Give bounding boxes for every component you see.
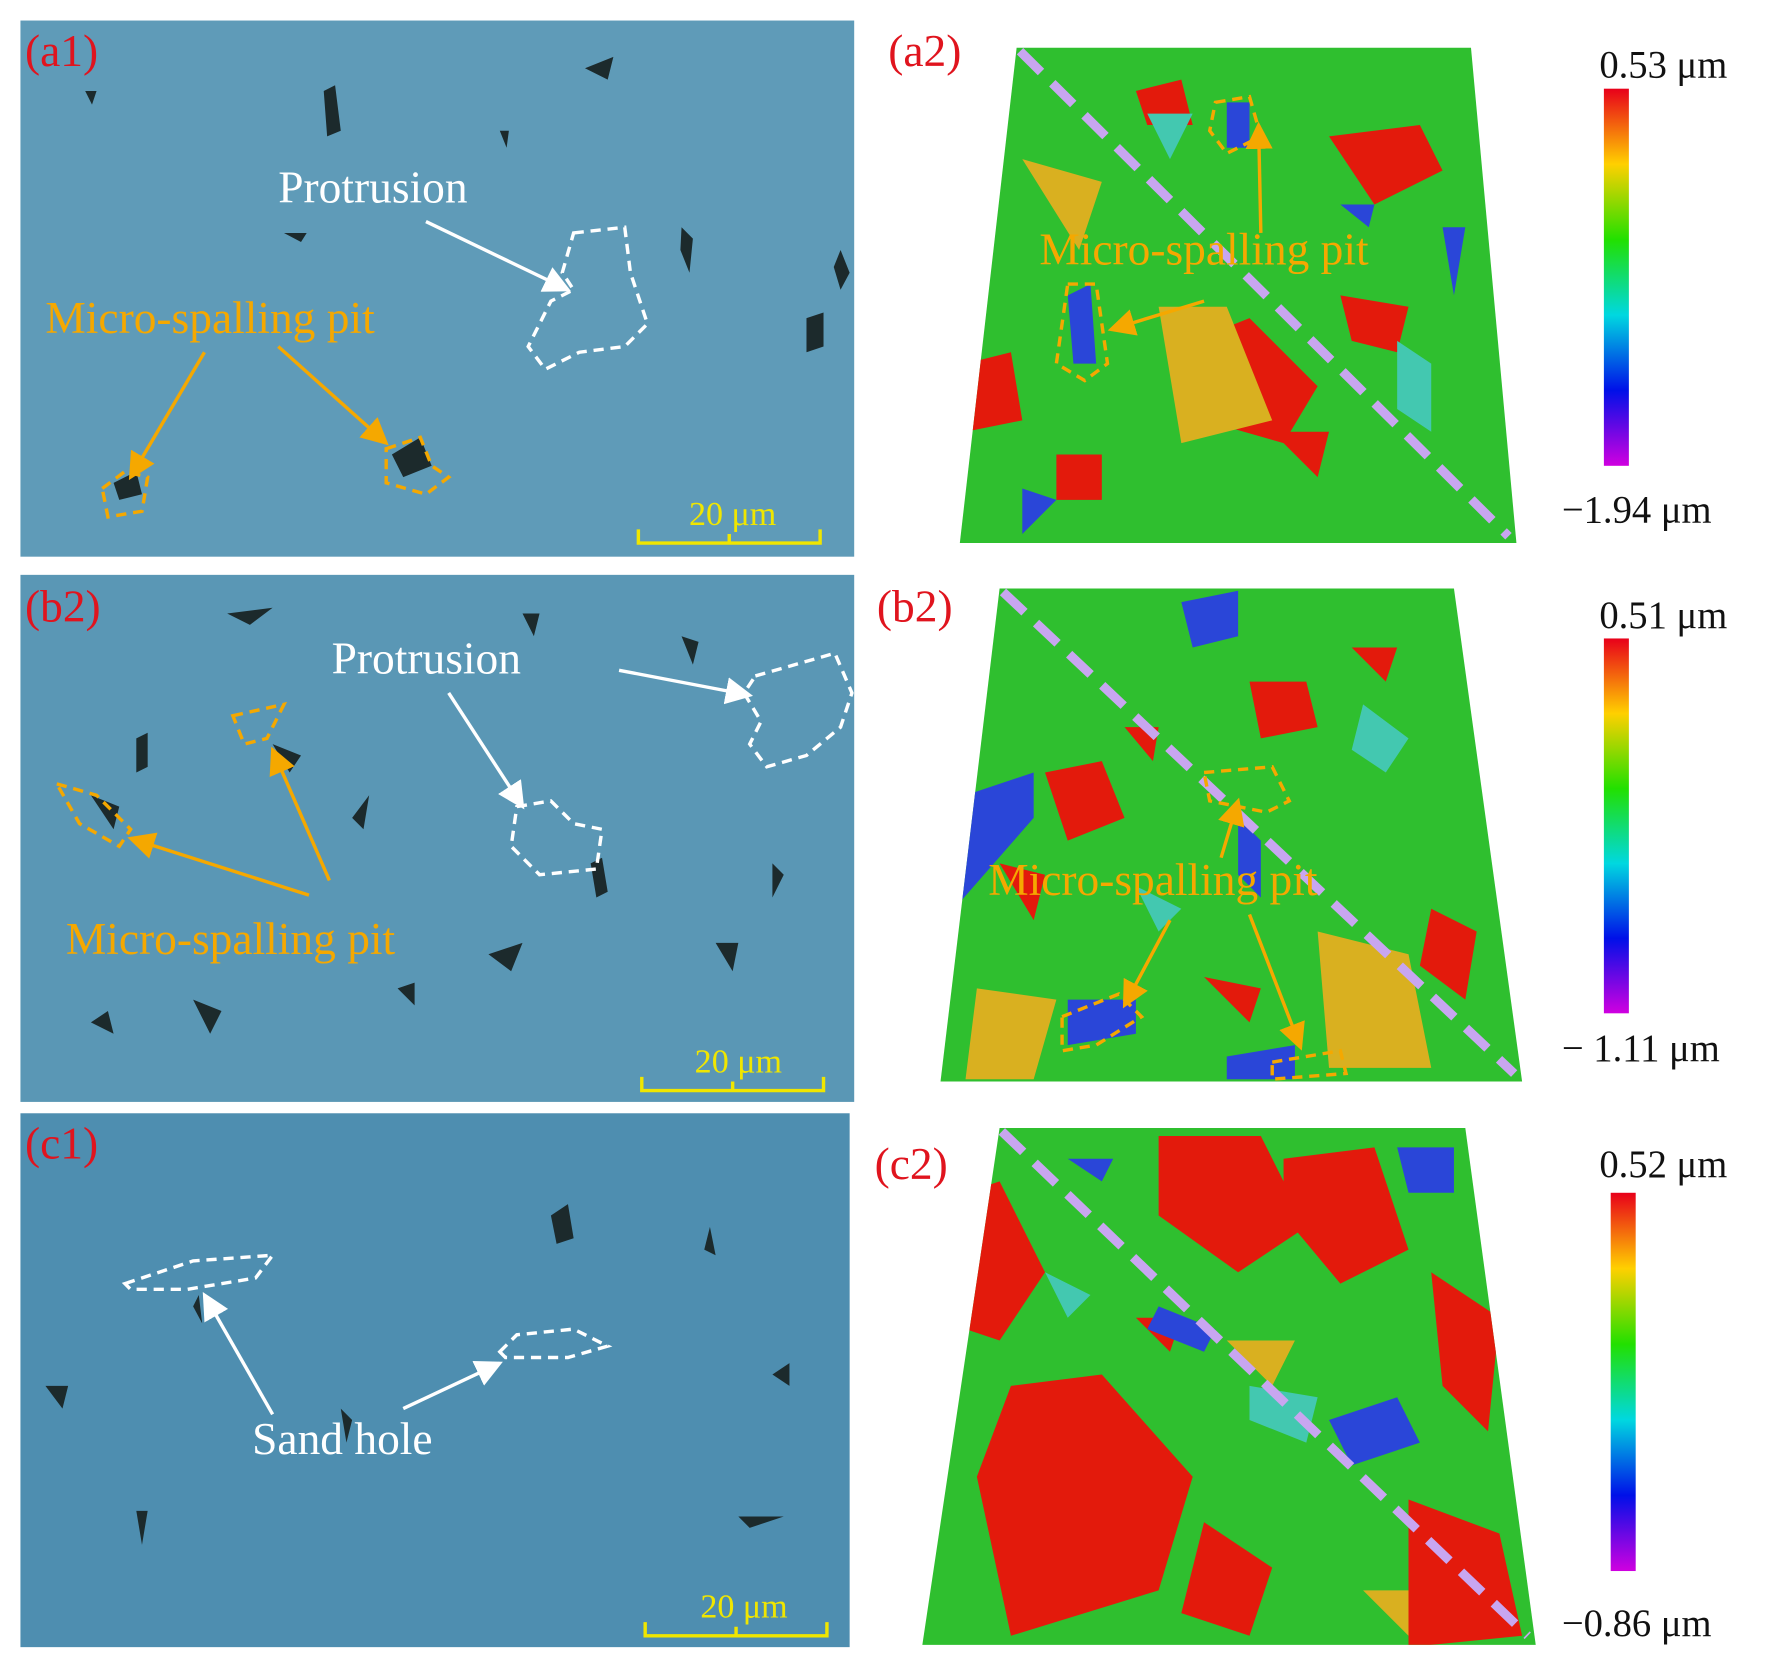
profile-line bbox=[999, 588, 1518, 1077]
arrow bbox=[202, 1292, 275, 1416]
arrow bbox=[1245, 121, 1273, 233]
low-region bbox=[1147, 113, 1432, 432]
low-region bbox=[1045, 1272, 1318, 1443]
panel-label: (a2) bbox=[888, 26, 961, 76]
colorbar-max: 0.51 μm bbox=[1599, 595, 1727, 637]
annotation: Micro-spalling pit bbox=[66, 914, 396, 964]
arrow bbox=[269, 746, 331, 882]
arrow bbox=[1247, 913, 1305, 1051]
micrograph bbox=[20, 1113, 850, 1648]
low-region bbox=[1135, 704, 1409, 932]
arrow bbox=[618, 668, 754, 705]
outline bbox=[53, 701, 288, 849]
scale-bar-label: 20 μm bbox=[689, 496, 776, 533]
arrow bbox=[425, 220, 572, 292]
colorbar bbox=[1603, 88, 1629, 466]
mid-region bbox=[1022, 159, 1273, 444]
low-region bbox=[1022, 102, 1466, 534]
colorbar-max: 0.52 μm bbox=[1599, 1144, 1727, 1186]
panel-label: (b2) bbox=[877, 581, 953, 631]
outline bbox=[1060, 765, 1349, 1082]
outline bbox=[526, 225, 650, 372]
panel-label: (b2) bbox=[25, 581, 101, 631]
high-region bbox=[931, 1135, 1523, 1645]
colorbar-min: −1.94 μm bbox=[1562, 490, 1712, 532]
colorbar-min: − 1.11 μm bbox=[1562, 1028, 1720, 1070]
arrow bbox=[1218, 797, 1245, 859]
arrow bbox=[277, 345, 389, 446]
colorbar bbox=[1603, 638, 1629, 1014]
arrow bbox=[1122, 919, 1172, 1009]
annotation: Protrusion bbox=[332, 634, 522, 684]
panel-label: (c2) bbox=[875, 1139, 948, 1189]
height-features bbox=[965, 79, 1466, 534]
annotation: Micro-spalling pit bbox=[45, 293, 375, 343]
outline bbox=[509, 651, 854, 877]
colorbar-min: −0.86 μm bbox=[1562, 1603, 1712, 1645]
arrow bbox=[447, 692, 525, 810]
annotation: Sand hole bbox=[252, 1414, 432, 1464]
scale-bar bbox=[643, 1622, 829, 1638]
panel-label: (a1) bbox=[25, 26, 98, 76]
outline bbox=[121, 1253, 613, 1360]
arrow bbox=[402, 1360, 503, 1411]
colorbar bbox=[1610, 1192, 1636, 1572]
scale-bar-label: 20 μm bbox=[695, 1043, 782, 1080]
scale-bar-label: 20 μm bbox=[700, 1589, 787, 1626]
mid-region bbox=[1226, 1340, 1409, 1636]
profile-line bbox=[998, 1128, 1531, 1640]
arrow bbox=[127, 832, 310, 897]
outline bbox=[1054, 94, 1263, 383]
arrow bbox=[128, 351, 206, 481]
annotation: Micro-spalling pit bbox=[988, 855, 1318, 905]
annotation: Micro-spalling pit bbox=[1039, 225, 1369, 275]
scale-bar bbox=[640, 1076, 826, 1093]
profile-line bbox=[1016, 47, 1512, 540]
height-features bbox=[954, 590, 1477, 1080]
mid-region bbox=[965, 931, 1432, 1080]
colorbar-max: 0.53 μm bbox=[1599, 44, 1727, 86]
panel-label: (c1) bbox=[25, 1119, 98, 1169]
outline bbox=[100, 435, 452, 519]
micrograph bbox=[20, 574, 855, 1102]
arrow bbox=[1107, 299, 1205, 336]
micrograph bbox=[20, 20, 855, 557]
scale-bar bbox=[636, 529, 822, 545]
annotation: Protrusion bbox=[278, 162, 468, 212]
